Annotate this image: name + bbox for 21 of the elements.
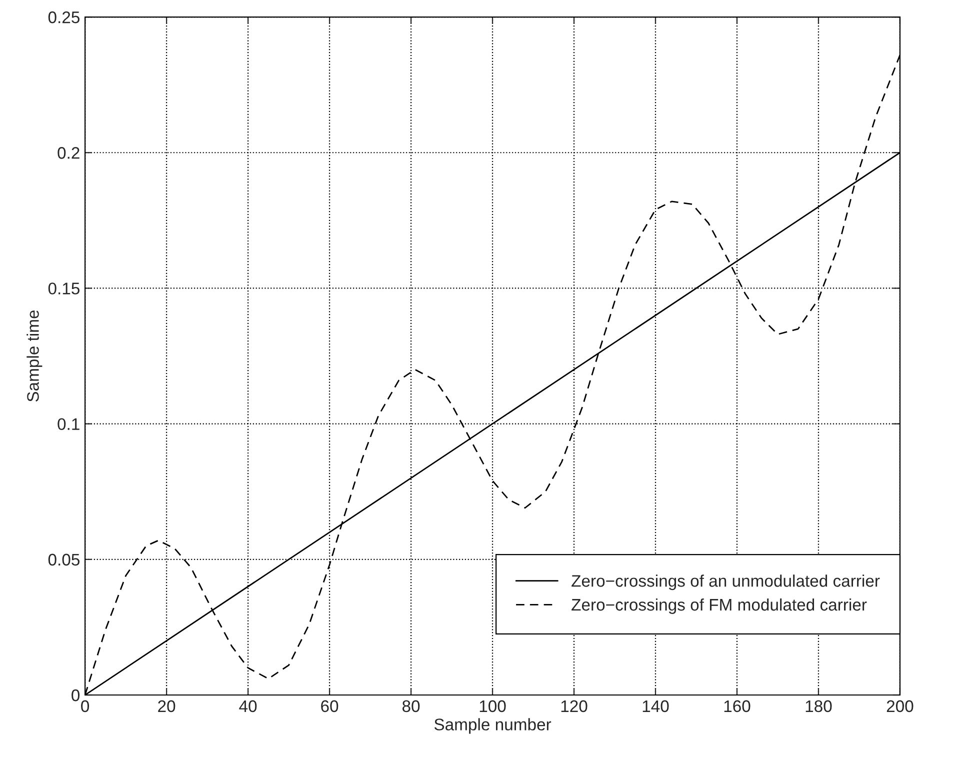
x-tick-label: 60 [321, 700, 338, 712]
x-tick-label: 120 [561, 700, 588, 712]
x-tick-label: 80 [402, 700, 420, 712]
y-tick-label: 0.15 [48, 282, 80, 294]
x-tick-label: 20 [158, 700, 176, 712]
legend-label: Zero−crossings of FM modulated carrier [572, 598, 867, 614]
x-axis-title: Sample number [434, 718, 552, 734]
y-tick-label: 0.25 [48, 11, 80, 24]
x-tick-label: 0 [81, 700, 90, 712]
x-tick-label: 40 [239, 700, 257, 712]
x-tick-label: 100 [480, 700, 506, 712]
x-tick-label: 200 [886, 700, 914, 712]
x-tick-label: 140 [642, 700, 669, 712]
legend-label: Zero−crossings of an unmodulated carrier [572, 574, 880, 590]
y-tick-label: 0.05 [48, 554, 80, 566]
x-tick-label: 180 [806, 700, 832, 712]
y-tick-label: 0.1 [58, 418, 80, 430]
y-tick-label: 0 [72, 689, 80, 702]
y-axis-title: Sample time [26, 310, 42, 402]
y-tick-label: 0.2 [58, 147, 80, 159]
x-tick-label: 160 [724, 700, 750, 712]
